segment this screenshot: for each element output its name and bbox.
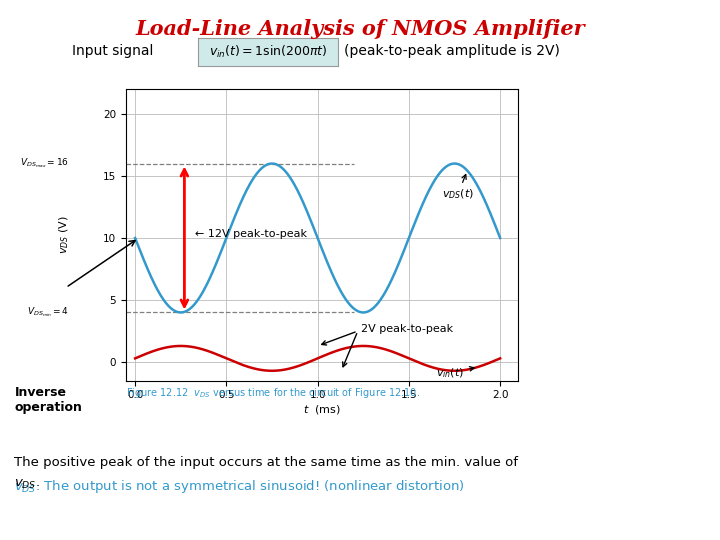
Text: Input signal: Input signal (72, 44, 153, 58)
Text: $v_{in}(t)$: $v_{in}(t)$ (436, 367, 474, 380)
Text: Load-Line Analysis of NMOS Amplifier: Load-Line Analysis of NMOS Amplifier (135, 19, 585, 39)
Text: ← 12V peak-to-peak: ← 12V peak-to-peak (195, 230, 307, 239)
Text: $v_{in}(t) = 1\sin(200\pi t)$: $v_{in}(t) = 1\sin(200\pi t)$ (209, 44, 328, 60)
Text: Figure 12.12  $v_{DS}$ versus time for the circuit of Figure 12.10.: Figure 12.12 $v_{DS}$ versus time for th… (126, 386, 420, 400)
Text: (peak-to-peak amplitude is 2V): (peak-to-peak amplitude is 2V) (344, 44, 560, 58)
Y-axis label: $v_{DS}$ (V): $v_{DS}$ (V) (58, 215, 71, 254)
Text: $v_{DS}$. The output is not a symmetrical sinusoid! (nonlinear distortion): $v_{DS}$. The output is not a symmetrica… (14, 478, 465, 495)
X-axis label: $t$  (ms): $t$ (ms) (303, 403, 341, 416)
Text: $v_{DS}$.: $v_{DS}$. (14, 478, 40, 491)
Text: $v_{DS}(t)$: $v_{DS}(t)$ (442, 174, 474, 201)
Text: 2V peak-to-peak: 2V peak-to-peak (361, 323, 454, 334)
Text: $V_{DS_{max}}=16$: $V_{DS_{max}}=16$ (20, 157, 69, 170)
Text: $V_{DS_{min}}=4$: $V_{DS_{min}}=4$ (27, 306, 69, 319)
Text: Inverse
operation: Inverse operation (14, 386, 82, 414)
Text: The positive peak of the input occurs at the same time as the min. value of: The positive peak of the input occurs at… (14, 456, 518, 469)
